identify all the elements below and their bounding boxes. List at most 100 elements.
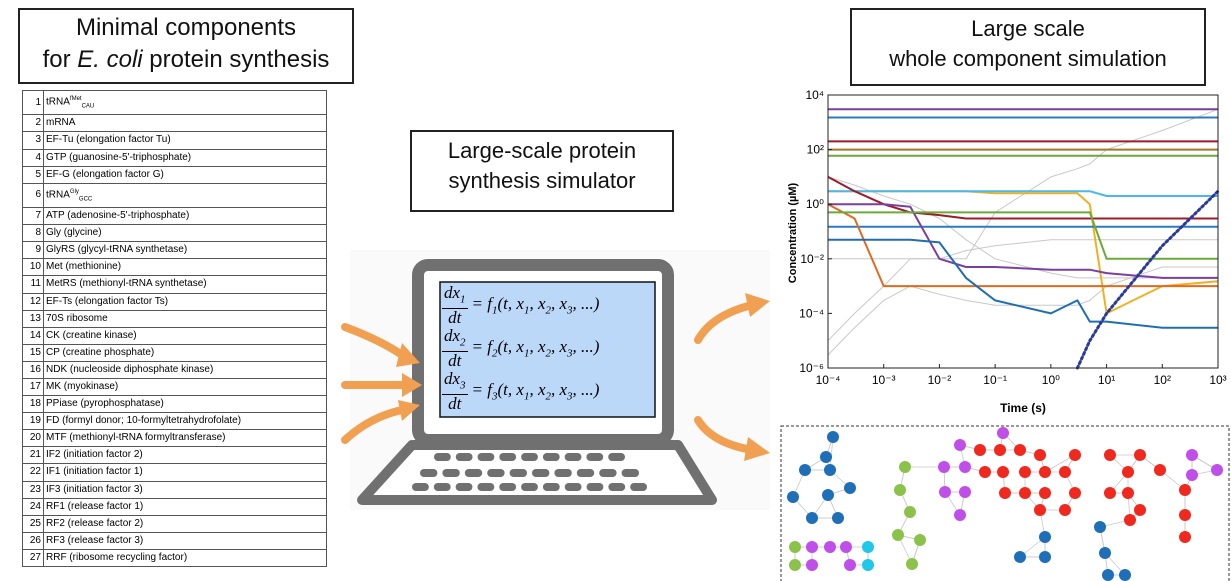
row-name: MTF (methionyl-tRNA formyltransferase)	[44, 430, 327, 447]
key	[599, 469, 616, 477]
title-line: for E. coli protein synthesis	[20, 44, 352, 76]
component-name: PPiase (pyrophosphatase)	[46, 398, 164, 409]
numerator-text: dx	[444, 326, 460, 345]
table-row: 19FD (formyl donor; 10-formyltetrahydrof…	[23, 413, 327, 430]
row-name: mRNA	[44, 115, 327, 132]
row-name: GTP (guanosine-5'-triphosphate)	[44, 149, 327, 166]
row-number: 5	[23, 166, 44, 183]
simulator-title: Large-scale protein synthesis simulator	[410, 130, 674, 212]
y-tick-label: 10⁴	[805, 88, 824, 102]
network-node	[1039, 531, 1051, 543]
row-number: 22	[23, 464, 44, 481]
y-tick-label: 10⁻⁶	[799, 361, 824, 375]
page: Minimal components for E. coli protein s…	[0, 0, 1231, 581]
component-name: tRNA	[46, 189, 70, 200]
key	[510, 469, 527, 477]
key	[608, 483, 625, 491]
key	[543, 453, 560, 461]
component-name: GlyRS (glycyl-tRNA synthetase)	[46, 244, 187, 255]
name-subscript: CAU	[82, 103, 95, 109]
network-node	[1186, 449, 1198, 461]
title-line: Large-scale protein	[412, 136, 672, 166]
row-name: Met (methionine)	[44, 259, 327, 276]
key	[532, 469, 549, 477]
network-node	[1104, 449, 1116, 461]
network-node	[1104, 487, 1116, 499]
row-number: 10	[23, 259, 44, 276]
numerator-text: dx	[444, 369, 460, 388]
series-line	[828, 204, 1218, 286]
row-name: IF3 (initiation factor 3)	[44, 481, 327, 498]
component-name: mRNA	[46, 117, 75, 128]
row-name: tRNAfMetCAU	[44, 91, 327, 115]
series-line	[828, 191, 1218, 313]
key	[499, 483, 516, 491]
title-line: synthesis simulator	[412, 166, 672, 196]
simulation-title: Large scale whole component simulation	[850, 8, 1206, 86]
row-name: RF1 (release factor 1)	[44, 498, 327, 515]
component-name: MetRS (methionyl-tRNA synthetase)	[46, 278, 207, 289]
rhs-text: , x	[551, 337, 567, 356]
key	[456, 483, 473, 491]
row-number: 17	[23, 378, 44, 395]
network-node	[974, 444, 986, 456]
row-name: GlyRS (glycyl-tRNA synthetase)	[44, 242, 327, 259]
network-node	[894, 484, 906, 496]
key	[565, 453, 582, 461]
rhs-text: , x	[529, 380, 545, 399]
network-node	[994, 444, 1006, 456]
network-node	[806, 559, 818, 571]
title-line: Large scale	[852, 14, 1204, 44]
component-name: EF-Ts (elongation factor Ts)	[46, 296, 168, 307]
title-text: for	[43, 46, 78, 73]
rhs-text: , x	[529, 294, 545, 313]
component-name: MK (myokinase)	[46, 381, 118, 392]
network-node	[1034, 504, 1046, 516]
network-node	[1211, 464, 1223, 476]
row-number: 16	[23, 361, 44, 378]
row-name: RF3 (release factor 3)	[44, 532, 327, 549]
equation: dx2dt= f2(t, x1, x2, x3, ...)	[442, 327, 652, 370]
network-node	[820, 451, 832, 463]
key	[577, 469, 594, 477]
name-subscript: GCC	[79, 196, 92, 202]
denominator: dt	[448, 395, 461, 413]
network-node	[1134, 449, 1146, 461]
component-name: RRF (ribosome recycling factor)	[46, 552, 187, 563]
network-node	[787, 491, 799, 503]
component-name: RF3 (release factor 3)	[46, 535, 143, 546]
x-tick-label: 10¹	[1098, 373, 1115, 387]
row-number: 7	[23, 208, 44, 225]
row-number: 11	[23, 276, 44, 293]
network-node	[824, 541, 836, 553]
key	[477, 483, 494, 491]
network-node	[1059, 466, 1071, 478]
table-row: 16NDK (nucleoside diphosphate kinase)	[23, 361, 327, 378]
x-tick-label: 10⁰	[1042, 373, 1060, 387]
network-node	[799, 464, 811, 476]
row-number: 3	[23, 132, 44, 149]
key	[565, 483, 582, 491]
row-number: 24	[23, 498, 44, 515]
rhs-text: (t, x	[498, 337, 524, 356]
component-name: EF-G (elongation factor G)	[46, 169, 164, 180]
equations: dx1dt= f1(t, x1, x2, x3, ...)dx2dt= f2(t…	[442, 284, 652, 413]
component-name: IF1 (initiation factor 1)	[46, 466, 143, 477]
network-node	[1186, 469, 1198, 481]
network-node	[939, 486, 951, 498]
network-node	[999, 487, 1011, 499]
rhs-text: = f	[472, 337, 492, 356]
network-node	[1019, 466, 1031, 478]
key	[521, 483, 538, 491]
table-row: 1tRNAfMetCAU	[23, 91, 327, 115]
network-node	[997, 427, 1009, 439]
row-number: 23	[23, 481, 44, 498]
key	[587, 483, 604, 491]
x-axis-label: Time (s)	[1000, 401, 1046, 415]
row-number: 14	[23, 327, 44, 344]
network-node	[1034, 449, 1046, 461]
